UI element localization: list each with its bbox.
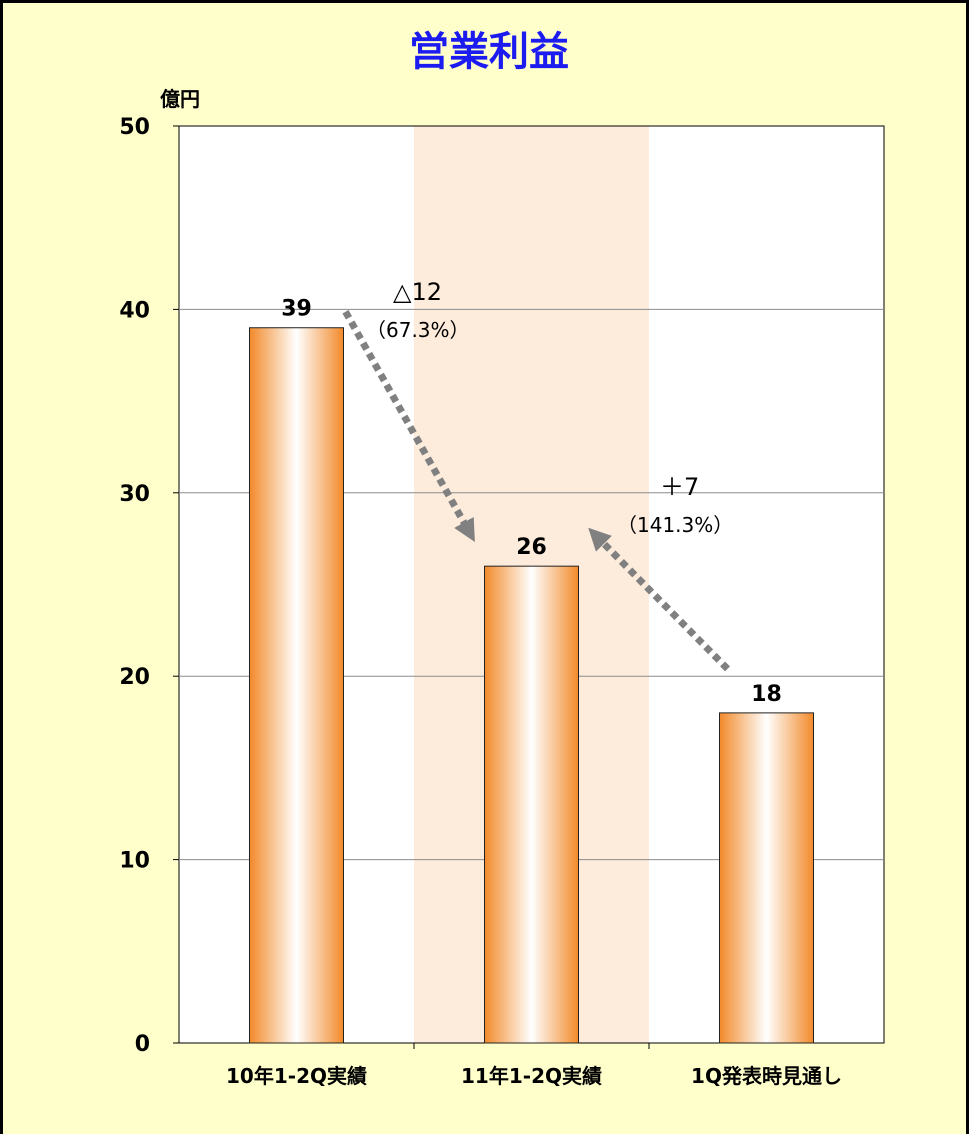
data-labels: 39 26 18 <box>281 297 782 707</box>
y-tick-label-10: 10 <box>119 849 150 874</box>
data-label-3: 18 <box>751 682 782 707</box>
annotation-increase: ＋7 （141.3%） <box>617 473 733 537</box>
annotation-increase-value: ＋7 <box>660 473 699 501</box>
y-axis-unit-label: 億円 <box>160 87 200 111</box>
y-tick-label-20: 20 <box>119 665 150 690</box>
change-arrow-2 <box>588 527 730 672</box>
annotation-decrease-value: △12 <box>393 278 442 306</box>
y-tick-label-0: 0 <box>135 1032 150 1057</box>
annotation-decrease-percent: （67.3%） <box>366 318 470 342</box>
y-axis-ticks: 0 10 20 30 40 50 <box>119 115 650 1057</box>
bar-2 <box>484 565 579 1044</box>
change-arrows <box>342 310 730 672</box>
annotation-increase-percent: （141.3%） <box>617 513 733 537</box>
change-arrow-1 <box>342 310 475 542</box>
data-label-1: 39 <box>281 297 312 322</box>
y-tick-label-40: 40 <box>119 298 150 323</box>
x-tick-label-3: 1Q発表時見通し <box>691 1064 842 1088</box>
x-tick-label-1: 10年1-2Q実績 <box>226 1064 367 1088</box>
y-tick-label-30: 30 <box>119 482 150 507</box>
y-tick-label-50: 50 <box>119 115 150 140</box>
bars <box>249 327 814 1044</box>
annotation-decrease: △12 （67.3%） <box>366 278 470 342</box>
chart-title: 営業利益 <box>409 29 569 75</box>
data-label-2: 26 <box>516 535 547 560</box>
bar-1 <box>249 327 344 1044</box>
x-tick-label-2: 11年1-2Q実績 <box>461 1064 602 1088</box>
bar-3 <box>719 712 814 1044</box>
x-axis-labels: 10年1-2Q実績 11年1-2Q実績 1Q発表時見通し <box>226 1064 842 1088</box>
